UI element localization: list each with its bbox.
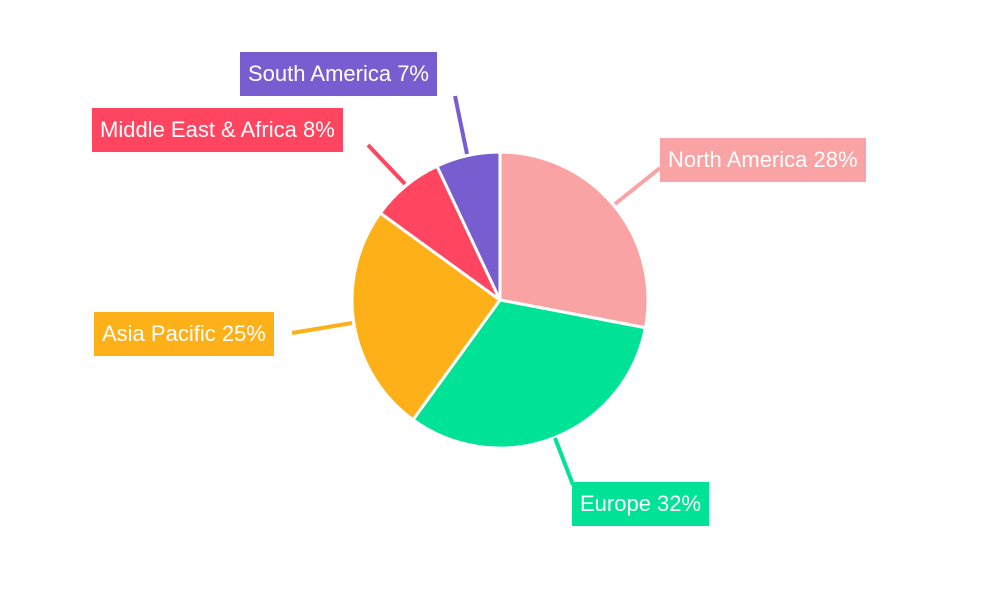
data-label: North America 28% xyxy=(660,138,866,182)
leader-line xyxy=(613,166,662,206)
data-label: South America 7% xyxy=(240,52,437,96)
leader-line xyxy=(291,321,353,335)
data-label: Middle East & Africa 8% xyxy=(92,108,343,152)
leader-line xyxy=(553,437,575,486)
data-label: Asia Pacific 25% xyxy=(94,312,274,356)
data-label: Europe 32% xyxy=(572,482,710,526)
leader-line xyxy=(366,143,407,186)
pie-slice-north-america[interactable] xyxy=(498,150,650,330)
pie-slice-europe[interactable] xyxy=(410,298,648,450)
pie-slice-asia-pacific[interactable] xyxy=(350,210,503,422)
pie-slice-south-america[interactable] xyxy=(434,150,502,301)
leader-line xyxy=(453,95,469,155)
